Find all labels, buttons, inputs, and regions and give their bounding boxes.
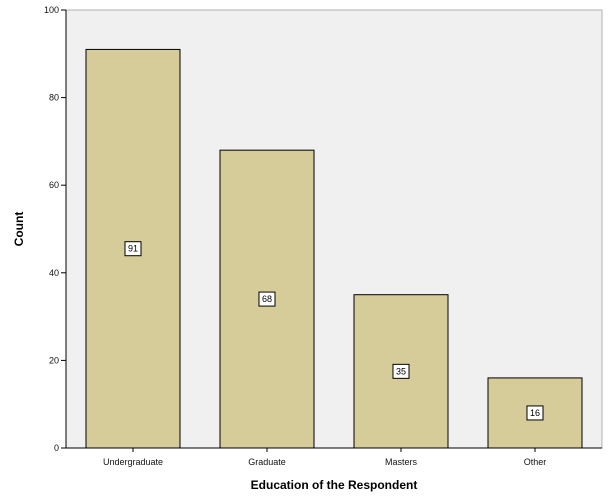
data-label-box [124, 241, 142, 257]
data-label-box [526, 405, 544, 421]
y-tick-label: 80 [49, 93, 59, 103]
data-labels-layer: 91 68 35 16 [124, 241, 544, 421]
data-label: 91 [128, 244, 138, 254]
data-label: 16 [530, 408, 540, 418]
y-axis: 0 20 40 60 80 100 [44, 5, 67, 453]
data-label: 35 [396, 366, 406, 376]
x-axis-title: Education of the Respondent [251, 478, 418, 492]
x-tick-label: Graduate [248, 457, 286, 467]
x-tick-label: Undergraduate [103, 457, 163, 467]
data-label: 68 [262, 294, 272, 304]
x-tick-label: Masters [385, 457, 418, 467]
data-label-box [392, 363, 410, 379]
y-tick-label: 60 [49, 180, 59, 190]
y-tick-label: 20 [49, 355, 59, 365]
x-tick-label: Other [524, 457, 547, 467]
y-tick-label: 40 [49, 268, 59, 278]
y-tick-label: 0 [54, 443, 59, 453]
y-axis-title: Count [12, 212, 26, 247]
x-axis: Undergraduate Graduate Masters Other [66, 447, 602, 467]
data-label-box [258, 291, 276, 307]
y-tick-label: 100 [44, 5, 59, 15]
